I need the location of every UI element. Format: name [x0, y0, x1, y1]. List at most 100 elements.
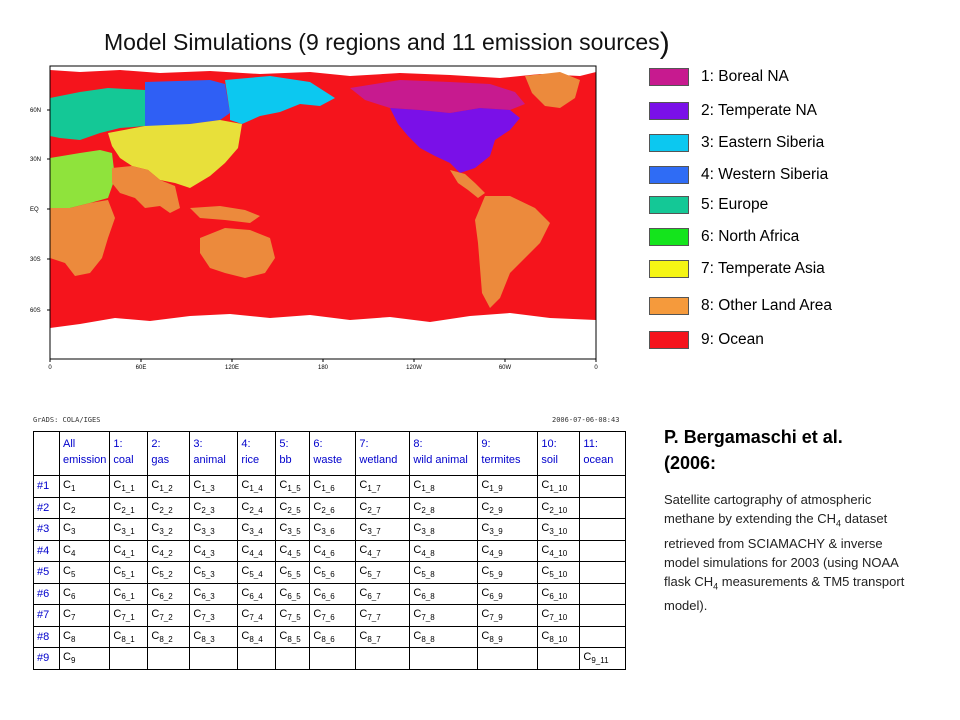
table-cell: C7_8 [409, 604, 479, 627]
table-cell: C2_8 [409, 496, 479, 519]
cell-subscript: 6 [70, 591, 76, 601]
table-cell: C8 [58, 625, 111, 648]
table-cell: C6_7 [355, 582, 411, 605]
table-cell: C1_4 [237, 475, 277, 498]
temperate-asia-region [108, 120, 242, 188]
reference-block: P. Bergamaschi et al. (2006: Satellite c… [664, 424, 914, 615]
legend-item: 2: Temperate NA [649, 102, 817, 120]
table-cell: C4 [58, 539, 111, 562]
cell-subscript: 5_9 [489, 570, 503, 580]
cell-symbol: C [241, 479, 250, 492]
cell-subscript: 1 [70, 484, 76, 494]
table-header-cell: 6: waste [309, 431, 357, 476]
reference-subscript: 4 [836, 518, 842, 529]
cell-subscript: 4_7 [367, 548, 381, 558]
cell-subscript: 8_8 [421, 634, 435, 644]
table-cell: C5_5 [275, 561, 311, 584]
cell-subscript: 8_3 [201, 634, 215, 644]
legend-swatch [649, 260, 689, 278]
table-cell: C1_8 [409, 475, 479, 498]
cell-symbol: C [241, 522, 250, 535]
cell-subscript: 9_11 [591, 656, 609, 666]
cell-subscript: 6_8 [421, 591, 435, 601]
table-cell: C7_4 [237, 604, 277, 627]
legend-item: 6: North Africa [649, 228, 799, 246]
header-number: 6: [313, 438, 323, 450]
legend-label: 4: Western Siberia [701, 166, 829, 183]
header-name: coal [113, 454, 134, 466]
table-header-cell: 10: soil [537, 431, 581, 476]
cell-subscript: 2_7 [367, 505, 381, 515]
cell-symbol: C [193, 522, 202, 535]
title-close-paren: ) [659, 27, 670, 60]
legend-item: 4: Western Siberia [649, 166, 828, 184]
cell-symbol: C [63, 565, 71, 578]
cell-subscript: 6_2 [159, 591, 173, 601]
header-number: 4: [241, 438, 251, 450]
table-header-cell: 9: termites [477, 431, 539, 476]
cell-subscript: 2_2 [159, 505, 173, 515]
lon-tick-label: 60W [499, 365, 512, 371]
table-cell: C4_10 [537, 539, 581, 562]
table-cell [579, 475, 627, 498]
table-cell: C6_2 [147, 582, 191, 605]
table-cell: C5_6 [309, 561, 357, 584]
cell-symbol: C [241, 500, 250, 513]
table-cell: C4_7 [355, 539, 411, 562]
lon-tick-label: 0 [594, 365, 598, 371]
table-cell: C7_5 [275, 604, 311, 627]
cell-subscript: 2_10 [549, 505, 568, 515]
legend-swatch [649, 331, 689, 349]
legend-item: 7: Temperate Asia [649, 260, 825, 278]
legend-swatch [649, 297, 689, 315]
table-row: #4 C4 C4_1 C4_2 C4_3 C4_4 C4_5 C4_6 C4_7 C4_8 C4_9… [33, 539, 627, 562]
table-cell: C6_8 [409, 582, 479, 605]
australia-other-land [200, 228, 275, 278]
cell-subscript: 4_1 [121, 548, 135, 558]
cell-subscript: 4 [70, 548, 76, 558]
cell-symbol: C [241, 565, 250, 578]
cell-symbol: C [113, 629, 122, 642]
legend-swatch [649, 228, 689, 246]
cell-symbol: C [481, 543, 490, 556]
table-cell [579, 518, 627, 541]
cell-subscript: 7_4 [249, 613, 263, 623]
reference-title-line1: P. Bergamaschi et al. [664, 427, 843, 447]
reference-title: P. Bergamaschi et al. (2006: [664, 424, 914, 476]
row-label: #2 [33, 496, 60, 519]
reference-title-line2: (2006: [664, 453, 717, 473]
table-cell: C3_10 [537, 518, 581, 541]
table-cell: C2_9 [477, 496, 539, 519]
cell-subscript: 1_1 [121, 484, 135, 494]
cell-symbol: C [541, 565, 550, 578]
table-header-cell: 11: ocean [579, 431, 627, 476]
cell-symbol: C [113, 479, 122, 492]
header-name: ocean [583, 454, 614, 466]
cell-symbol: C [313, 543, 322, 556]
table-cell: C7_2 [147, 604, 191, 627]
cell-symbol: C [313, 479, 322, 492]
cell-subscript: 8_10 [549, 634, 568, 644]
africa-other-land [50, 200, 115, 276]
cell-symbol: C [193, 479, 202, 492]
cell-subscript: 6_3 [201, 591, 215, 601]
cell-subscript: 7_5 [287, 613, 301, 623]
cell-symbol: C [279, 479, 288, 492]
table-row: #5 C5 C5_1 C5_2 C5_3 C5_4 C5_5 C5_6 C5_7 C5_8 C5_9… [33, 561, 627, 584]
header-number: 3: [193, 438, 203, 450]
table-cell: C3_3 [189, 518, 239, 541]
lon-tick-label: 180 [318, 365, 329, 371]
cell-subscript: 5_7 [367, 570, 381, 580]
cell-subscript: 3_9 [489, 527, 503, 537]
cell-subscript: 4_10 [549, 548, 568, 558]
cell-symbol: C [359, 565, 368, 578]
cell-symbol: C [279, 608, 288, 621]
table-cell: C5_2 [147, 561, 191, 584]
legend-label: 6: North Africa [701, 228, 800, 245]
cell-subscript: 7_6 [321, 613, 335, 623]
cell-symbol: C [241, 608, 250, 621]
header-number: 2: [151, 438, 161, 450]
table-cell: C1_5 [275, 475, 311, 498]
europe-region [50, 88, 145, 140]
cell-symbol: C [63, 586, 71, 599]
